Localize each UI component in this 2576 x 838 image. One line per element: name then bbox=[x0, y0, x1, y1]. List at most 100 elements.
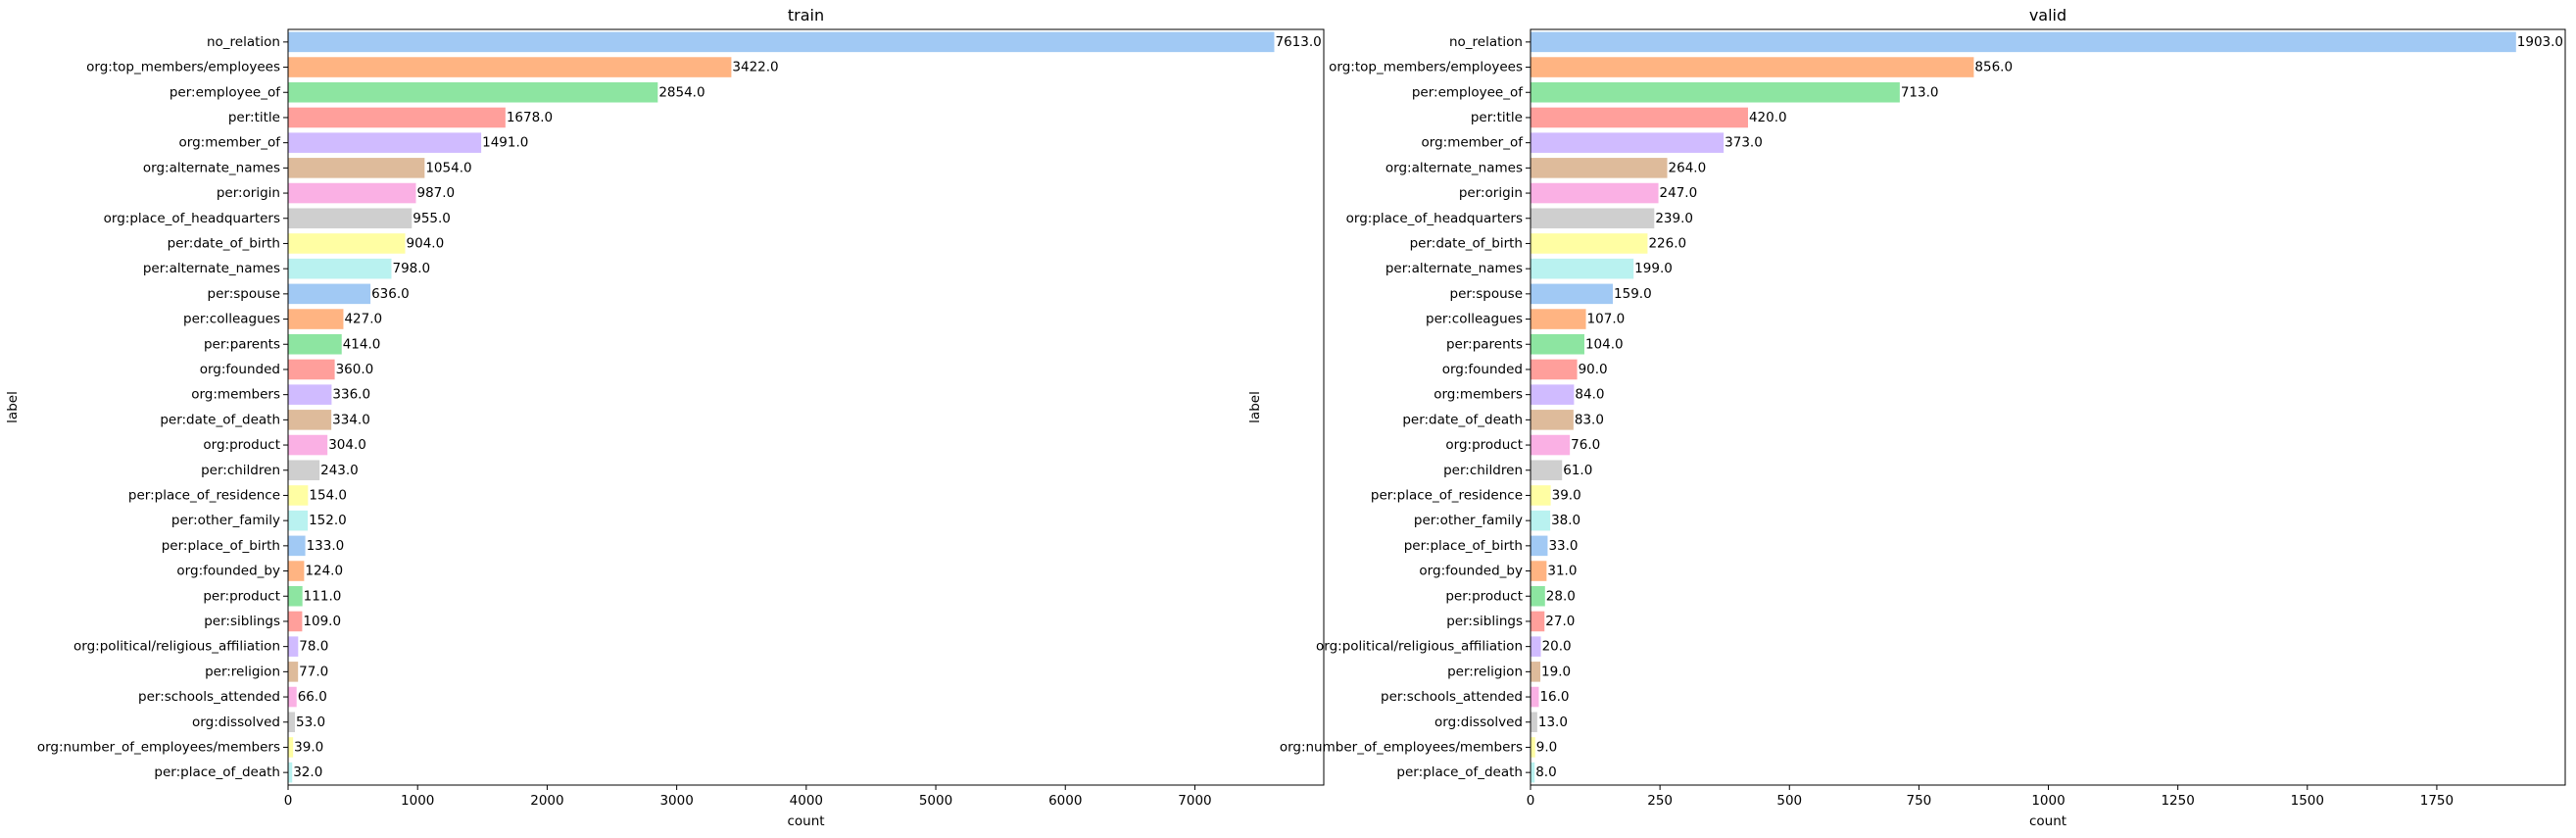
bar-value-label: 27.0 bbox=[1545, 614, 1575, 629]
y-tick-label: per:colleagues bbox=[1426, 312, 1523, 327]
bar-per-colleagues bbox=[1531, 309, 1586, 329]
bar-value-label: 955.0 bbox=[413, 211, 451, 226]
bar-per-siblings bbox=[288, 611, 303, 632]
y-tick-label: org:dissolved bbox=[192, 715, 280, 730]
x-tick-label: 1000 bbox=[401, 793, 434, 809]
y-tick-label: per:alternate_names bbox=[1385, 261, 1523, 276]
bar-value-label: 109.0 bbox=[303, 614, 341, 629]
bar-org-alternate-names bbox=[1531, 158, 1668, 178]
y-tick-label: per:place_of_birth bbox=[162, 538, 280, 554]
x-tick-label: 6000 bbox=[1048, 793, 1082, 809]
bar-per-schools-attended bbox=[1531, 686, 1539, 708]
bar-per-alternate-names bbox=[1531, 258, 1634, 279]
bar-per-date-of-birth bbox=[1531, 233, 1648, 254]
plot-frame bbox=[1530, 28, 2566, 786]
bar-value-label: 856.0 bbox=[1974, 60, 2013, 75]
bar-per-place-of-death bbox=[288, 762, 293, 783]
y-tick-label: per:spouse bbox=[1450, 286, 1524, 302]
bar-no-relation bbox=[1531, 31, 2516, 53]
y-tick-label: per:title bbox=[1471, 110, 1523, 125]
bar-org-founded bbox=[1531, 359, 1578, 380]
bar-org-product bbox=[1531, 434, 1571, 456]
y-tick-label: per:date_of_birth bbox=[168, 235, 280, 251]
bar-per-product bbox=[288, 585, 303, 607]
y-tick-label: per:religion bbox=[205, 664, 280, 679]
bar-per-title bbox=[1531, 107, 1748, 128]
bar-value-label: 1054.0 bbox=[425, 160, 471, 175]
bar-value-label: 264.0 bbox=[1669, 160, 1707, 175]
train-chart-panel: no_relation 7613.0 org:top_members/employe… bbox=[5, 6, 1325, 829]
bar-org-members bbox=[288, 384, 332, 405]
bar-per-other-family bbox=[1531, 510, 1551, 531]
y-tick-label: per:place_of_death bbox=[154, 764, 280, 780]
bar-org-member-of bbox=[1531, 132, 1725, 153]
y-tick-label: per:date_of_death bbox=[160, 412, 280, 427]
y-tick-label: per:product bbox=[203, 588, 280, 604]
bar-value-label: 33.0 bbox=[1548, 538, 1578, 554]
bar-org-founded-by bbox=[1531, 561, 1547, 581]
y-tick-label: per:children bbox=[201, 463, 280, 478]
bar-value-label: 904.0 bbox=[407, 235, 445, 251]
bar-value-label: 7613.0 bbox=[1275, 34, 1321, 50]
bar-value-label: 124.0 bbox=[305, 564, 343, 579]
bar-value-label: 636.0 bbox=[371, 286, 410, 302]
bar-org-place-of-headquarters bbox=[1531, 208, 1655, 229]
x-tick-label: 750 bbox=[1907, 793, 1932, 809]
y-tick-label: per:date_of_birth bbox=[1410, 235, 1523, 251]
bar-value-label: 239.0 bbox=[1655, 211, 1693, 226]
bar-value-label: 83.0 bbox=[1575, 412, 1604, 427]
y-tick-label: org:founded_by bbox=[1419, 564, 1523, 579]
bar-value-label: 1678.0 bbox=[507, 110, 553, 125]
bar-org-political-religious-affiliation bbox=[1531, 636, 1541, 657]
bar-value-label: 154.0 bbox=[309, 487, 347, 503]
x-tick-label: 2000 bbox=[530, 793, 563, 809]
bar-value-label: 159.0 bbox=[1614, 286, 1652, 302]
x-tick-label: 1750 bbox=[2420, 793, 2454, 809]
y-tick-label: per:employee_of bbox=[170, 84, 281, 100]
y-tick-label: org:alternate_names bbox=[1385, 160, 1523, 175]
bar-org-founded-by bbox=[288, 561, 305, 581]
bar-per-colleagues bbox=[288, 309, 344, 329]
y-tick-label: org:founded bbox=[200, 362, 280, 377]
bar-value-label: 39.0 bbox=[294, 739, 323, 755]
y-tick-label: per:place_of_death bbox=[1396, 764, 1523, 780]
bar-per-parents bbox=[1531, 333, 1584, 355]
chart-title: valid bbox=[2029, 6, 2066, 25]
y-tick-label: org:dissolved bbox=[1434, 715, 1523, 730]
bar-org-political-religious-affiliation bbox=[288, 636, 299, 657]
bar-value-label: 420.0 bbox=[1749, 110, 1787, 125]
bar-per-date-of-death bbox=[288, 410, 332, 430]
y-tick-label: org:top_members/employees bbox=[1329, 60, 1523, 75]
bar-no-relation bbox=[288, 31, 1275, 53]
bar-value-label: 8.0 bbox=[1535, 764, 1556, 780]
bar-value-label: 19.0 bbox=[1541, 664, 1571, 679]
bar-value-label: 61.0 bbox=[1563, 463, 1592, 478]
bar-value-label: 39.0 bbox=[1552, 487, 1581, 503]
bar-per-alternate-names bbox=[288, 258, 392, 279]
y-tick-label: per:parents bbox=[204, 336, 280, 352]
bar-org-dissolved bbox=[288, 712, 296, 733]
bar-org-member-of bbox=[288, 132, 482, 153]
bar-value-label: 84.0 bbox=[1575, 387, 1604, 403]
bar-per-place-of-residence bbox=[288, 485, 309, 506]
bar-per-siblings bbox=[1531, 611, 1545, 632]
bar-org-place-of-headquarters bbox=[288, 208, 413, 229]
bar-value-label: 78.0 bbox=[299, 639, 328, 655]
y-tick-label: org:number_of_employees/members bbox=[37, 739, 280, 755]
bar-value-label: 1491.0 bbox=[482, 135, 528, 151]
y-tick-label: org:founded_by bbox=[176, 564, 280, 579]
y-tick-label: per:product bbox=[1445, 588, 1523, 604]
bar-value-label: 2854.0 bbox=[658, 84, 705, 100]
bar-value-label: 360.0 bbox=[336, 362, 374, 377]
y-tick-label: per:schools_attended bbox=[138, 689, 280, 705]
bar-value-label: 373.0 bbox=[1725, 135, 1763, 151]
x-tick-label: 1500 bbox=[2291, 793, 2324, 809]
bar-per-origin bbox=[1531, 182, 1659, 204]
bar-org-top-members-employees bbox=[1531, 57, 1974, 77]
y-tick-label: per:other_family bbox=[1414, 513, 1523, 528]
x-tick-label: 5000 bbox=[919, 793, 952, 809]
bar-value-label: 90.0 bbox=[1579, 362, 1608, 377]
bar-value-label: 226.0 bbox=[1648, 235, 1686, 251]
y-tick-label: per:place_of_birth bbox=[1404, 538, 1523, 554]
bar-org-founded bbox=[288, 359, 335, 380]
